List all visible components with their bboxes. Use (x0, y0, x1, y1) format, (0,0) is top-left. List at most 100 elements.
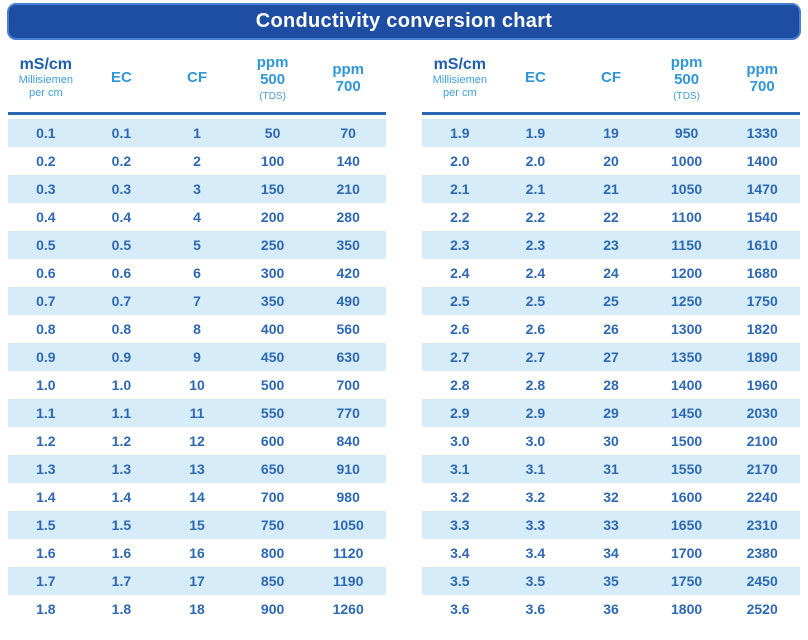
table-cell: 1.9 (525, 125, 546, 141)
table-cell: 280 (336, 209, 360, 225)
table-cell: 0.4 (111, 209, 132, 225)
table-cell: 2380 (746, 545, 778, 561)
table-cell: 4 (193, 209, 201, 225)
table-row: 2.3 2.3 23 1150 1610 (422, 231, 800, 259)
table-row: 1.0 1.0 10 500 700 (8, 371, 386, 399)
table-cell: 32 (603, 489, 619, 505)
conversion-table-right: mS/cm Millisiemen per cm EC CF ppm 500 (… (422, 44, 800, 623)
table-cell: 34 (603, 545, 619, 561)
table-row: 2.0 2.0 20 1000 1400 (422, 147, 800, 175)
table-row: 1.3 1.3 13 650 910 (8, 455, 386, 483)
ec-label: EC (524, 69, 546, 87)
table-cell: 0.6 (36, 265, 56, 281)
table-cell: 35 (603, 573, 619, 589)
table-cell: 2.2 (450, 209, 470, 225)
table-cell: 27 (603, 349, 619, 365)
column-header-ec: EC (84, 44, 160, 112)
table-cell: 0.3 (36, 181, 56, 197)
table-cell: 2.0 (525, 153, 546, 169)
page-title: Conductivity conversion chart (255, 10, 553, 32)
table-cell: 3.2 (525, 489, 546, 505)
table-row: 1.6 1.6 16 800 1120 (8, 539, 386, 567)
table-row: 3.5 3.5 35 1750 2450 (422, 567, 800, 595)
table-cell: 1.3 (36, 461, 56, 477)
table-cell: 2.9 (525, 405, 546, 421)
table-cell: 18 (189, 601, 205, 617)
table-cell: 910 (336, 461, 360, 477)
table-cell: 1300 (671, 321, 703, 337)
table-cell: 1350 (671, 349, 703, 365)
table-cell: 2.6 (450, 321, 470, 337)
table-cell: 3.5 (525, 573, 546, 589)
table-cell: 3.6 (525, 601, 546, 617)
table-cell: 3.3 (525, 517, 546, 533)
table-cell: 2.5 (450, 293, 470, 309)
table-cell: 250 (260, 237, 285, 253)
table-cell: 100 (260, 153, 285, 169)
table-cell: 850 (260, 573, 285, 589)
table-cell: 0.9 (36, 349, 56, 365)
table-cell: 1000 (671, 153, 703, 169)
table-header: mS/cm Millisiemen per cm EC CF ppm 500 (… (8, 44, 386, 115)
table-body: 0.1 0.1 1 50 70 0.2 0.2 2 100 140 0.3 0.3 3 150 210 0.4… (8, 119, 386, 623)
table-cell: 0.4 (36, 209, 56, 225)
table-row: 1.7 1.7 17 850 1190 (8, 567, 386, 595)
table-cell: 3 (193, 181, 201, 197)
table-cell: 13 (189, 461, 205, 477)
ppm-label: ppm (746, 60, 779, 78)
table-cell: 1820 (746, 321, 778, 337)
table-cell: 2.1 (525, 181, 546, 197)
table-cell: 600 (260, 433, 285, 449)
table-cell: 9 (193, 349, 201, 365)
table-cell: 6 (193, 265, 201, 281)
table-row: 2.7 2.7 27 1350 1890 (422, 343, 800, 371)
table-row: 1.2 1.2 12 600 840 (8, 427, 386, 455)
table-cell: 1.4 (36, 489, 56, 505)
ppm-label: ppm (256, 54, 289, 72)
table-cell: 770 (336, 405, 360, 421)
table-row: 2.4 2.4 24 1200 1680 (422, 259, 800, 287)
table-row: 3.0 3.0 30 1500 2100 (422, 427, 800, 455)
table-cell: 5 (193, 237, 201, 253)
table-cell: 2310 (746, 517, 778, 533)
table-cell: 1610 (746, 237, 778, 253)
table-cell: 2.6 (525, 321, 546, 337)
table-cell: 25 (603, 293, 619, 309)
table-cell: 2.3 (525, 237, 546, 253)
ppm-label: ppm (670, 54, 703, 72)
table-cell: 0.8 (36, 321, 56, 337)
table-cell: 1100 (671, 209, 702, 225)
table-row: 0.4 0.4 4 200 280 (8, 203, 386, 231)
table-cell: 550 (260, 405, 285, 421)
table-header: mS/cm Millisiemen per cm EC CF ppm 500 (… (422, 44, 800, 115)
table-cell: 2.0 (450, 153, 470, 169)
column-header-ppm500: ppm 500 (TDS) (649, 44, 725, 112)
table-cell: 3.4 (450, 545, 470, 561)
table-row: 1.9 1.9 19 950 1330 (422, 119, 800, 147)
table-cell: 2.7 (450, 349, 470, 365)
table-cell: 3.1 (525, 461, 546, 477)
table-cell: 1 (193, 125, 201, 141)
column-header-ppm700: ppm 700 (724, 44, 800, 112)
table-cell: 2170 (746, 461, 778, 477)
table-cell: 1750 (671, 573, 703, 589)
table-cell: 2.5 (525, 293, 546, 309)
column-header-ec: EC (498, 44, 574, 112)
table-cell: 1960 (746, 377, 778, 393)
table-cell: 1750 (746, 293, 778, 309)
table-row: 0.7 0.7 7 350 490 (8, 287, 386, 315)
table-cell: 150 (260, 181, 285, 197)
ec-label: EC (110, 69, 132, 87)
table-row: 0.3 0.3 3 150 210 (8, 175, 386, 203)
table-cell: 1.1 (36, 405, 56, 421)
table-cell: 2.1 (450, 181, 470, 197)
table-cell: 1500 (671, 433, 703, 449)
table-row: 3.4 3.4 34 1700 2380 (422, 539, 800, 567)
table-cell: 1260 (332, 601, 364, 617)
table-cell: 14 (189, 489, 205, 505)
tds-label: (TDS) (259, 90, 286, 102)
table-cell: 19 (603, 125, 619, 141)
conversion-table-left: mS/cm Millisiemen per cm EC CF ppm 500 (… (8, 44, 386, 623)
table-cell: 1050 (671, 181, 703, 197)
table-cell: 1600 (671, 489, 703, 505)
